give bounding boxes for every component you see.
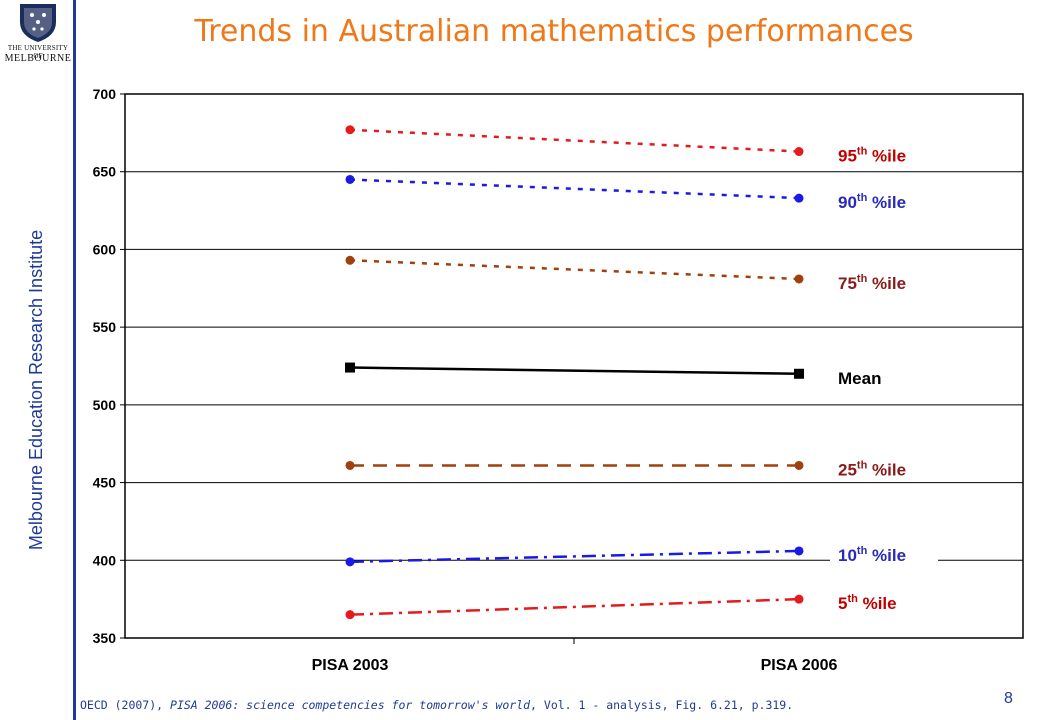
- data-point: [345, 557, 355, 567]
- data-point: [794, 594, 804, 604]
- series-label-bg: [830, 270, 938, 295]
- series-label-bg: [830, 190, 938, 215]
- university-logo: THE UNIVERSITY OF MELBOURNE: [4, 2, 72, 88]
- series-line: [349, 597, 800, 616]
- series-line: [349, 128, 800, 153]
- series-label-bg: [830, 457, 938, 482]
- y-tick-label: 700: [93, 86, 117, 102]
- data-point: [345, 610, 355, 620]
- y-tick-label: 550: [93, 319, 117, 335]
- data-point: [345, 362, 355, 373]
- series-label: 25th %ile: [838, 459, 906, 479]
- data-point: [794, 546, 804, 556]
- data-point: [794, 368, 804, 379]
- series-label: 10th %ile: [838, 545, 906, 565]
- y-tick-label: 450: [93, 475, 117, 491]
- source-part4: Fig. 6.21, p.319.: [675, 698, 794, 712]
- vertical-divider: [73, 0, 76, 720]
- series-label-bg: [830, 143, 938, 168]
- series-label-bg: [830, 542, 938, 567]
- series-label: Mean: [838, 369, 881, 388]
- crest-icon: [20, 4, 56, 42]
- page-title: Trends in Australian mathematics perform…: [194, 14, 914, 49]
- data-point: [794, 460, 804, 470]
- series-line: [349, 366, 800, 376]
- data-point: [794, 193, 804, 203]
- source-part3: , Vol. 1 - analysis,: [530, 698, 676, 712]
- page-number: 8: [1004, 690, 1013, 707]
- source-part2: PISA 2006: science competencies for tomo…: [170, 698, 531, 712]
- series-label-bg: [830, 591, 938, 616]
- source-part1: OECD (2007),: [80, 698, 171, 712]
- y-tick-label: 350: [93, 630, 117, 646]
- y-tick-label: 500: [93, 397, 117, 413]
- x-tick-label: PISA 2003: [312, 657, 389, 674]
- series-label: 75th %ile: [838, 273, 906, 293]
- source-citation: OECD (2007), PISA 2006: science competen…: [80, 698, 793, 712]
- x-tick-label: PISA 2006: [761, 657, 838, 674]
- logo-line2: MELBOURNE: [4, 53, 72, 64]
- logo-line1: THE UNIVERSITY OF: [7, 44, 69, 60]
- side-label: Melbourne Education Research Institute: [26, 229, 46, 551]
- series-line: [349, 178, 800, 200]
- data-point: [794, 274, 804, 284]
- data-point: [345, 125, 355, 135]
- y-tick-label: 400: [93, 552, 117, 568]
- data-point: [345, 460, 355, 470]
- series-label: 95th %ile: [838, 146, 906, 166]
- series-line: [349, 549, 800, 564]
- y-tick-label: 600: [93, 241, 117, 257]
- line-chart: 350 400 450 500 550 600 650 700 PISA 2003 PISA 20…: [93, 86, 1024, 674]
- data-point: [794, 147, 804, 157]
- y-tick-label: 650: [93, 164, 117, 180]
- series-label: 90th %ile: [838, 192, 906, 212]
- series-label: 5th %ile: [838, 593, 897, 613]
- data-point: [345, 174, 355, 184]
- data-point: [345, 255, 355, 265]
- series-line: [349, 259, 800, 281]
